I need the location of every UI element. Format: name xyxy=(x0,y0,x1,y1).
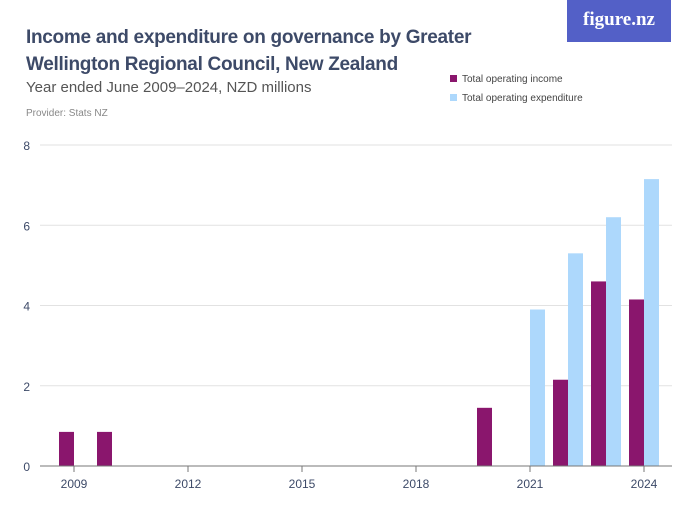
legend-label: Total operating expenditure xyxy=(462,93,583,104)
legend-swatch xyxy=(450,75,457,82)
x-tick-label: 2018 xyxy=(403,477,430,491)
y-tick-label: 8 xyxy=(23,139,30,153)
bar-expenditure xyxy=(644,179,659,466)
legend-label: Total operating income xyxy=(462,74,563,85)
y-tick-label: 4 xyxy=(23,300,30,314)
x-tick-label: 2021 xyxy=(517,477,544,491)
bar-expenditure xyxy=(530,309,545,466)
y-tick-label: 6 xyxy=(23,219,30,233)
x-tick-label: 2012 xyxy=(175,477,202,491)
x-tick-label: 2024 xyxy=(631,477,658,491)
bar-expenditure xyxy=(568,253,583,466)
legend-swatch xyxy=(450,94,457,101)
legend-income: Total operating income xyxy=(450,74,563,85)
x-tick-label: 2009 xyxy=(61,477,88,491)
bar-income xyxy=(477,407,492,466)
bar-income xyxy=(591,281,606,466)
legend-expenditure: Total operating expenditure xyxy=(450,93,583,104)
bar-income xyxy=(59,431,74,466)
chart-title: Income and expenditure on governance by … xyxy=(26,27,472,75)
bar-income xyxy=(553,379,568,466)
bar-expenditure xyxy=(606,217,621,466)
y-tick-label: 0 xyxy=(23,460,30,474)
figure-nz-logo[interactable]: figure.nz xyxy=(567,0,671,42)
y-tick-label: 2 xyxy=(23,380,30,394)
bar-income xyxy=(629,299,644,466)
chart-subtitle: Year ended June 2009–2024, NZD millions xyxy=(26,79,312,96)
bar-income xyxy=(97,431,112,466)
x-tick-label: 2015 xyxy=(289,477,316,491)
provider: Provider: Stats NZ xyxy=(26,108,108,119)
